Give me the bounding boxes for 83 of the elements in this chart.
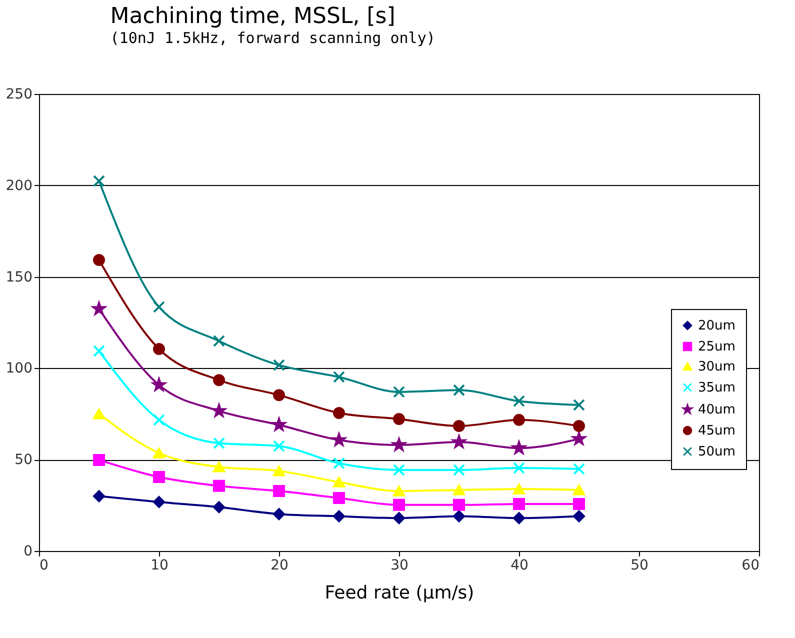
point [573,462,585,475]
point [272,418,286,431]
y-tick-label: 100 [6,360,32,377]
point [153,470,165,483]
legend-label: 45um [698,424,736,438]
x-tick-label: 0 [40,558,48,574]
point [512,441,526,454]
y-tick-label: 50 [14,452,32,468]
point [273,508,285,520]
point [572,432,586,445]
point [573,498,585,510]
point [333,406,345,419]
point [93,454,105,466]
point [213,374,225,386]
point [333,457,345,470]
chart-title: Machining time, MSSL, [s] [110,4,396,29]
point [513,484,525,494]
point [393,386,405,398]
point [333,510,345,522]
point [573,398,585,411]
point [573,420,585,432]
chart-subtitle: (10nJ 1.5kHz, forward scanning only) [110,29,436,47]
point [453,510,465,522]
point [212,404,226,417]
x-tick-label: 40 [510,558,528,574]
point [153,414,165,426]
point [93,254,105,266]
point [513,512,525,524]
legend-label: 30um [698,360,736,374]
point [213,480,225,492]
point [153,343,165,355]
point [333,370,345,383]
x-axis-title: Feed rate (μm/s) [324,582,474,604]
point [392,438,406,451]
point [513,498,525,510]
point [93,345,105,358]
point [213,334,225,347]
point [213,437,225,450]
point [393,512,405,524]
point [513,462,525,474]
point [513,395,525,408]
point [453,420,465,432]
point [273,440,285,452]
legend-label: 50um [698,444,736,460]
point [453,484,465,496]
x-tick-label: 50 [630,558,648,574]
point [333,476,345,488]
point [393,464,405,476]
legend-label: 40um [698,402,736,418]
point [453,464,465,476]
point [92,302,106,315]
y-tick-label: 250 [6,86,32,102]
point [153,496,165,508]
y-tick-label: 0 [24,544,32,560]
point [393,413,405,426]
point [273,466,285,476]
point [273,389,285,402]
x-tick-label: 20 [270,558,288,574]
point [453,384,465,396]
point [513,414,525,426]
point [393,498,405,511]
point [273,359,285,372]
point [333,492,345,504]
point [453,498,465,511]
point [93,490,105,502]
y-tick-label: 150 [6,269,32,286]
point [93,408,105,420]
point [153,300,165,313]
point [213,501,225,514]
legend-label: 20um [698,318,736,334]
point [573,484,585,496]
legend-label: 35um [698,380,736,396]
y-tick-label: 200 [6,178,32,194]
point [153,448,165,458]
point [573,510,585,522]
legend-label: 25um [698,340,736,354]
x-tick-label: 60 [742,558,760,574]
point [273,485,285,498]
point [393,486,405,496]
point [93,175,105,188]
x-tick-label: 30 [390,558,408,574]
x-tick-label: 10 [150,558,168,574]
point [213,462,225,472]
